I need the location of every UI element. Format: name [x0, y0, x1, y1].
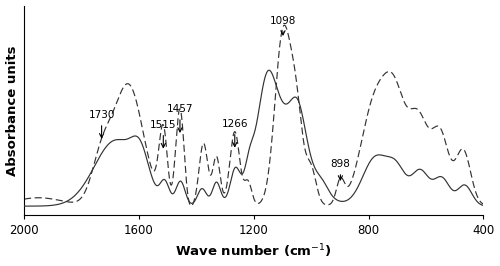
Text: 1098: 1098: [270, 16, 296, 35]
Y-axis label: Absorbance units: Absorbance units: [6, 45, 18, 176]
Text: 1266: 1266: [222, 119, 248, 147]
Text: 1730: 1730: [88, 110, 115, 138]
Text: 898: 898: [330, 159, 350, 180]
X-axis label: Wave number (cm$^{-1}$): Wave number (cm$^{-1}$): [175, 243, 332, 260]
Text: 1457: 1457: [166, 104, 193, 132]
Text: 1515: 1515: [150, 120, 176, 148]
